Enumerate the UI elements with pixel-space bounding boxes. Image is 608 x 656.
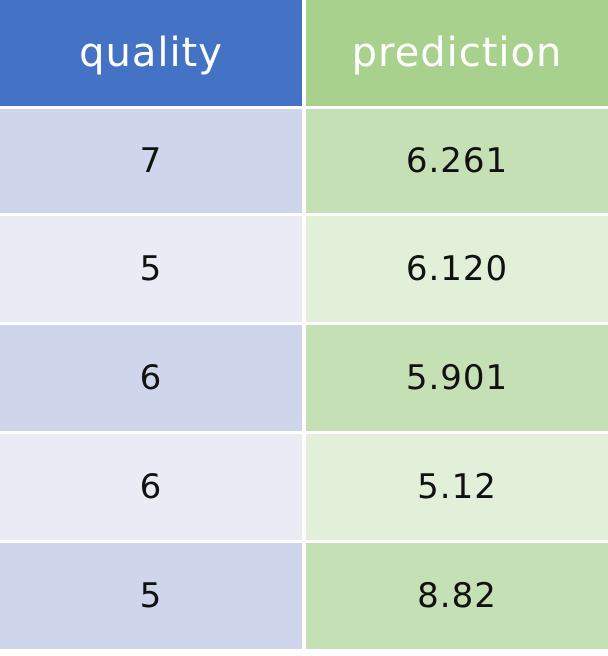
column-header-prediction: prediction [306, 0, 608, 106]
quality-cell: 5 [0, 216, 302, 322]
prediction-cell: 6.261 [306, 109, 608, 213]
quality-cell: 6 [0, 325, 302, 431]
quality-cell: 5 [0, 543, 302, 649]
quality-cell: 7 [0, 109, 302, 213]
prediction-cell: 8.82 [306, 543, 608, 649]
quality-cell: 6 [0, 434, 302, 540]
column-header-quality: quality [0, 0, 302, 106]
prediction-cell: 5.901 [306, 325, 608, 431]
prediction-cell: 6.120 [306, 216, 608, 322]
prediction-cell: 5.12 [306, 434, 608, 540]
